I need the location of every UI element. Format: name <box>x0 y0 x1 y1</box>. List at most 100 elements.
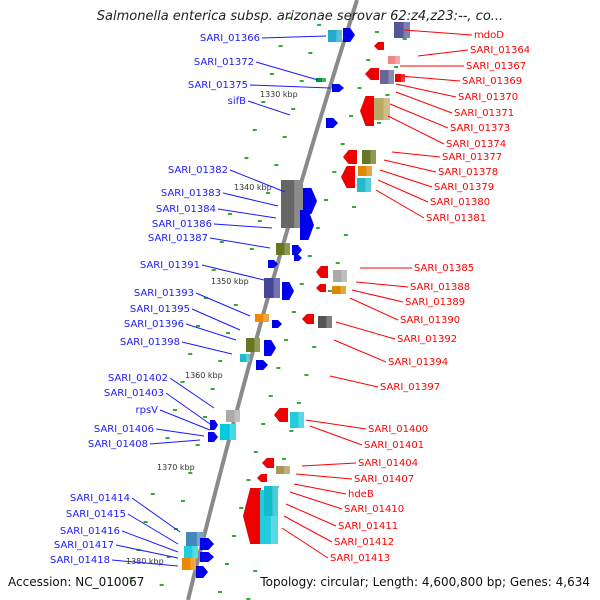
gene-shade <box>294 180 303 228</box>
tick-mark <box>385 94 390 96</box>
gene-label-left[interactable]: SARI_01375 <box>188 80 248 91</box>
tick-mark <box>289 430 294 432</box>
tick-mark <box>269 73 274 75</box>
gene-shade <box>388 70 394 84</box>
gene-label-left[interactable]: SARI_01402 <box>108 373 168 384</box>
gene-label-right[interactable]: SARI_01412 <box>334 537 394 548</box>
gene-label-left[interactable]: SARI_01383 <box>161 188 221 199</box>
gene-label-right[interactable]: SARI_01413 <box>330 553 390 564</box>
tick-mark <box>340 143 345 145</box>
forward-gene-arrow <box>294 255 302 261</box>
gene-label-right[interactable]: SARI_01397 <box>380 382 440 393</box>
tick-mark <box>366 59 371 61</box>
gene-shade <box>263 314 269 322</box>
label-leader-line <box>383 159 437 173</box>
gene-label-left[interactable]: SARI_01395 <box>130 304 190 315</box>
gene-label-left[interactable]: SARI_01393 <box>134 288 194 299</box>
gene-label-right[interactable]: SARI_01400 <box>368 424 428 435</box>
label-leader-line <box>379 169 433 188</box>
gene-label-left[interactable]: SARI_01406 <box>94 424 154 435</box>
gene-label-left[interactable]: SARI_01408 <box>88 439 148 450</box>
label-leader-line <box>355 281 409 288</box>
gene-block <box>358 166 372 176</box>
label-leader-line <box>255 61 319 81</box>
gene-label-left[interactable]: SARI_01417 <box>54 540 114 551</box>
gene-label-right[interactable]: SARI_01407 <box>354 474 414 485</box>
label-leader-line <box>169 377 215 409</box>
gene-label-left[interactable]: SARI_01372 <box>194 57 254 68</box>
gene-label-right[interactable]: SARI_01379 <box>434 182 494 193</box>
tick-mark <box>218 360 223 362</box>
gene-label-right[interactable]: SARI_01377 <box>442 152 502 163</box>
gene-label-right[interactable]: SARI_01401 <box>364 440 424 451</box>
gene-label-left[interactable]: SARI_01382 <box>168 165 228 176</box>
reverse-gene-arrow <box>262 458 274 468</box>
tick-mark <box>261 101 266 103</box>
gene-label-left[interactable]: SARI_01386 <box>152 219 212 230</box>
gene-label-right[interactable]: mdoD <box>474 30 504 41</box>
gene-label-left[interactable]: SARI_01398 <box>120 337 180 348</box>
gene-label-left[interactable]: SARI_01366 <box>200 33 260 44</box>
label-leader-line <box>217 208 277 219</box>
tick-mark <box>166 556 171 558</box>
gene-label-left[interactable]: sifB <box>228 96 247 107</box>
tick-mark <box>143 521 148 523</box>
label-leader-line <box>403 29 473 36</box>
gene-label-left[interactable]: SARI_01414 <box>70 493 130 504</box>
gene-label-right[interactable]: SARI_01373 <box>450 123 510 134</box>
gene-label-right[interactable]: SARI_01410 <box>344 504 404 515</box>
tick-mark <box>317 24 322 26</box>
gene-shade <box>284 466 290 474</box>
gene-label-right[interactable]: SARI_01388 <box>410 282 470 293</box>
gene-label-left[interactable]: SARI_01384 <box>156 204 216 215</box>
gene-label-left[interactable]: SARI_01418 <box>50 555 110 566</box>
gene-label-right[interactable]: SARI_01411 <box>338 521 398 532</box>
gene-shade <box>192 546 198 558</box>
tick-mark <box>246 598 251 600</box>
gene-shade <box>322 78 326 82</box>
gene-label-right[interactable]: hdeB <box>348 489 374 500</box>
label-leader-line <box>333 339 387 363</box>
gene-label-left[interactable]: SARI_01416 <box>60 526 120 537</box>
tick-marks: 1330 kbp 1340 kbp 1350 kbp 1360 kbp 1370 kbp… <box>123 17 407 600</box>
gene-block <box>255 314 269 322</box>
gene-shade <box>272 486 278 516</box>
gene-label-left[interactable]: SARI_01387 <box>148 233 208 244</box>
gene-label-left[interactable]: SARI_01403 <box>104 388 164 399</box>
gene-label-right[interactable]: SARI_01378 <box>438 167 498 178</box>
gene-label-right[interactable]: SARI_01380 <box>430 197 490 208</box>
label-leader-line <box>115 544 179 559</box>
tick-mark <box>211 269 216 271</box>
gene-label-right[interactable]: SARI_01392 <box>397 334 457 345</box>
gene-label-right[interactable]: SARI_01371 <box>454 108 514 119</box>
gene-label-right[interactable]: SARI_01389 <box>405 297 465 308</box>
gene-label-left[interactable]: SARI_01396 <box>124 319 184 330</box>
reverse-gene-arrow <box>257 474 267 482</box>
gene-label-right[interactable]: SARI_01370 <box>458 92 518 103</box>
gene-label-right[interactable]: SARI_01374 <box>446 139 506 150</box>
label-leader-line <box>349 297 399 321</box>
gene-label-right[interactable]: SARI_01394 <box>388 357 448 368</box>
label-leader-line <box>121 530 179 553</box>
label-leader-line <box>301 462 357 467</box>
gene-label-right[interactable]: SARI_01404 <box>358 458 418 469</box>
gene-label-left[interactable]: rpsV <box>135 405 158 416</box>
gene-label-left[interactable]: SARI_01415 <box>66 509 126 520</box>
label-leader-line <box>247 100 291 116</box>
gene-label-right[interactable]: SARI_01390 <box>400 315 460 326</box>
label-leader-line <box>305 419 367 430</box>
gene-shade <box>234 410 240 422</box>
tick-mark <box>159 584 164 586</box>
gene-shade <box>270 490 278 544</box>
label-leader-line <box>149 439 201 445</box>
kbp-tick-label: 1380 kbp <box>126 557 164 566</box>
label-leader-line <box>375 189 425 219</box>
gene-label-right[interactable]: SARI_01364 <box>470 45 530 56</box>
page-title: Salmonella enterica subsp. arizonae sero… <box>96 9 504 24</box>
gene-label-right[interactable]: SARI_01367 <box>466 61 526 72</box>
gene-label-right[interactable]: SARI_01381 <box>426 213 486 224</box>
gene-label-right[interactable]: SARI_01369 <box>462 76 522 87</box>
gene-label-right[interactable]: SARI_01385 <box>414 263 474 274</box>
gene-label-left[interactable]: SARI_01391 <box>140 260 200 271</box>
tick-mark <box>129 577 134 579</box>
